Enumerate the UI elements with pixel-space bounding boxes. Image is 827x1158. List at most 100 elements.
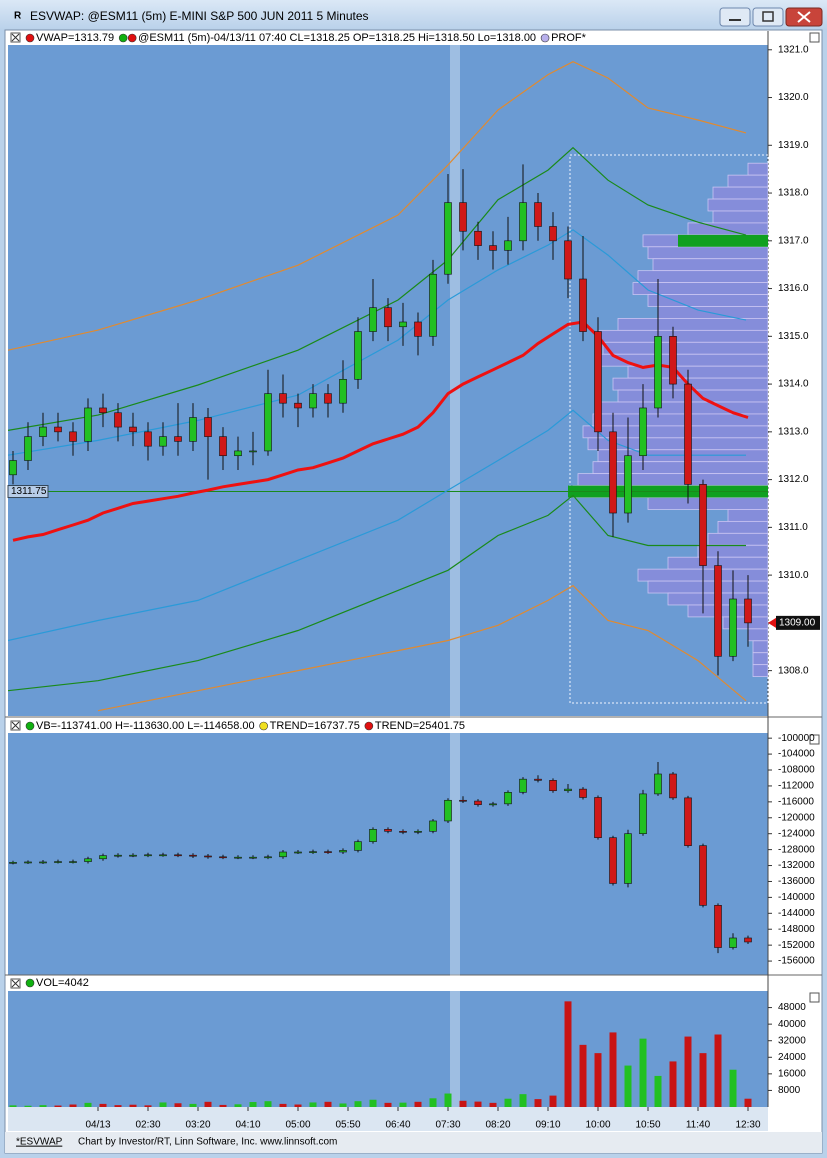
y-tick-label: -108000 bbox=[778, 765, 815, 776]
panel-maximize[interactable] bbox=[809, 734, 820, 745]
volume-bar bbox=[429, 1098, 437, 1107]
volume-bar bbox=[594, 1053, 602, 1107]
candle-body bbox=[174, 436, 182, 442]
candle-body bbox=[534, 202, 542, 227]
candle-body bbox=[369, 829, 377, 842]
volume-bar bbox=[624, 1065, 632, 1107]
profile-bar bbox=[752, 652, 768, 666]
x-tick-label: 10:50 bbox=[635, 1120, 660, 1131]
candle-body bbox=[429, 820, 437, 832]
candle-body bbox=[249, 450, 257, 453]
volume-bar bbox=[399, 1102, 407, 1107]
candle-body bbox=[264, 856, 272, 859]
panel-maximize[interactable] bbox=[809, 992, 820, 1003]
candle-body bbox=[609, 431, 617, 514]
candle-body bbox=[39, 861, 47, 864]
chart-tab[interactable]: *ESVWAP bbox=[16, 1137, 63, 1148]
candle-body bbox=[24, 436, 32, 461]
profile-bar bbox=[697, 544, 768, 558]
maximize-button[interactable] bbox=[752, 7, 784, 27]
y-tick-label: 1316.0 bbox=[778, 283, 809, 294]
volume-bar bbox=[144, 1105, 152, 1107]
profile-bar bbox=[727, 509, 768, 522]
y-tick-label: 16000 bbox=[778, 1068, 806, 1079]
panel-close-icon bbox=[11, 721, 20, 730]
level-label: 1311.75 bbox=[11, 486, 47, 497]
candle-body bbox=[294, 851, 302, 854]
minimize-button[interactable] bbox=[719, 7, 751, 27]
y-tick-label: 1314.0 bbox=[778, 379, 809, 390]
profile-bar bbox=[717, 520, 768, 534]
delta-panel bbox=[8, 733, 768, 975]
candle-body bbox=[114, 854, 122, 857]
x-tick-label: 02:30 bbox=[135, 1120, 160, 1131]
legend-icon bbox=[127, 33, 137, 43]
profile-bar bbox=[647, 497, 768, 510]
candle-body bbox=[204, 417, 212, 437]
candle-body bbox=[339, 379, 347, 404]
candle-body bbox=[474, 800, 482, 805]
band-line bbox=[8, 494, 746, 692]
volume-bar bbox=[414, 1101, 422, 1107]
y-tick-label: 8000 bbox=[778, 1085, 801, 1096]
y-tick-label: 48000 bbox=[778, 1002, 806, 1013]
volume-bar bbox=[159, 1102, 167, 1107]
x-tick-label: 11:40 bbox=[686, 1120, 711, 1131]
candle-body bbox=[354, 331, 362, 380]
candle-body bbox=[294, 402, 302, 409]
candle-body bbox=[609, 837, 617, 884]
candle-body bbox=[384, 829, 392, 832]
candle-body bbox=[594, 331, 602, 433]
candle-body bbox=[84, 407, 92, 442]
x-tick-label: 05:50 bbox=[335, 1120, 360, 1131]
last-price-box bbox=[776, 615, 820, 630]
volume-bar bbox=[114, 1105, 122, 1107]
volume-bar bbox=[474, 1101, 482, 1107]
app-icon[interactable]: R bbox=[14, 11, 22, 22]
candle-body bbox=[594, 797, 602, 838]
candle-body bbox=[549, 780, 557, 792]
title-bar bbox=[0, 0, 827, 30]
volume-bar bbox=[564, 1001, 572, 1107]
volume-bar bbox=[204, 1101, 212, 1107]
candle-body bbox=[564, 788, 572, 792]
candle-body bbox=[144, 854, 152, 857]
volume-bar bbox=[744, 1098, 752, 1107]
candle-body bbox=[744, 598, 752, 624]
volume-bar bbox=[384, 1102, 392, 1107]
profile-bar bbox=[707, 532, 768, 546]
candle-body bbox=[474, 230, 482, 246]
close-icon bbox=[797, 11, 811, 23]
candle-body bbox=[579, 278, 587, 332]
cursor-band bbox=[450, 45, 460, 1107]
y-tick-label: 24000 bbox=[778, 1052, 806, 1063]
legend-icon bbox=[25, 721, 35, 731]
candle-body bbox=[54, 426, 62, 433]
panel-maximize[interactable] bbox=[809, 32, 820, 43]
candle-body bbox=[429, 273, 437, 337]
volume-bar bbox=[309, 1102, 317, 1107]
candle-body bbox=[489, 245, 497, 251]
candle-body bbox=[309, 851, 317, 853]
candle-body bbox=[189, 417, 197, 442]
footer-credit: Chart by Investor/RT, Linn Software, Inc… bbox=[78, 1137, 337, 1148]
profile-bar bbox=[687, 222, 768, 236]
y-tick-label: 1317.0 bbox=[778, 235, 809, 246]
panel-close-boxes bbox=[10, 32, 820, 1003]
profile-bar bbox=[747, 162, 768, 176]
plot-area bbox=[8, 61, 768, 712]
status-bar bbox=[5, 1132, 822, 1153]
legend-label: VOL=4042 bbox=[36, 977, 89, 989]
y-tick-label: 1310.0 bbox=[778, 570, 809, 581]
window-title: ESVWAP: @ESM11 (5m) E-MINI S&P 500 JUN 2… bbox=[30, 9, 369, 23]
panel-header bbox=[8, 976, 768, 991]
profile-bar bbox=[727, 174, 768, 188]
profile-bar bbox=[647, 580, 768, 594]
volume-bar bbox=[279, 1103, 287, 1107]
volume-bar bbox=[579, 1044, 587, 1107]
profile-marker bbox=[678, 234, 768, 247]
x-tick-label: 04:10 bbox=[235, 1120, 260, 1131]
candle-body bbox=[249, 856, 257, 859]
volume-bar bbox=[519, 1094, 527, 1107]
